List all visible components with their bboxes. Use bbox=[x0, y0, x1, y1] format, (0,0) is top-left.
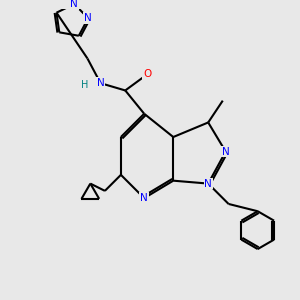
Text: O: O bbox=[143, 69, 151, 80]
Text: N: N bbox=[70, 0, 78, 9]
Text: N: N bbox=[97, 78, 104, 88]
Text: H: H bbox=[81, 80, 88, 90]
Text: N: N bbox=[204, 178, 212, 189]
Text: N: N bbox=[222, 147, 230, 157]
Text: N: N bbox=[140, 193, 148, 203]
Text: N: N bbox=[84, 13, 92, 23]
